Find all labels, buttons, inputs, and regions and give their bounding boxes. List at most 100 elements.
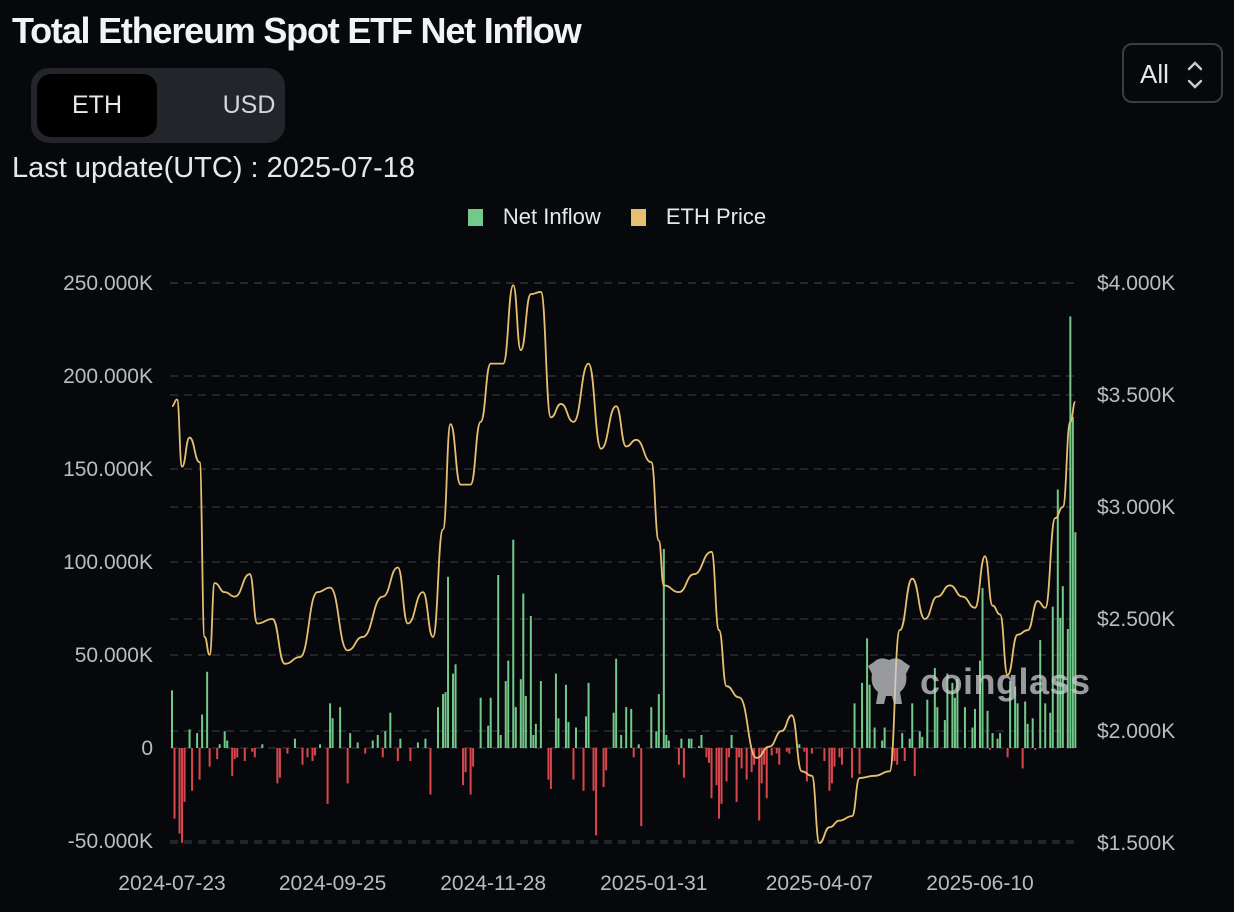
net-inflow-bar — [436, 707, 439, 748]
net-inflow-bar — [710, 748, 713, 799]
net-inflow-bar — [667, 740, 670, 748]
net-inflow-bar — [384, 731, 387, 748]
eth-price-line — [171, 284, 1077, 844]
net-inflow-bar — [389, 712, 392, 748]
net-inflow-bar — [243, 748, 246, 762]
net-inflow-bar — [677, 748, 680, 765]
net-inflow-bar — [760, 748, 763, 784]
net-inflow-bar — [376, 734, 379, 748]
net-inflow-bar — [171, 690, 173, 748]
net-inflow-bar — [991, 733, 994, 748]
net-inflow-bar — [329, 703, 332, 748]
net-inflow-bar — [953, 697, 956, 748]
net-inflow-bar — [861, 682, 864, 748]
net-inflow-bar — [301, 748, 304, 765]
net-inflow-bar — [838, 748, 841, 758]
net-inflow-bar — [803, 748, 806, 752]
legend-label: Net Inflow — [502, 204, 601, 229]
net-inflow-bar — [278, 748, 281, 778]
net-inflow-bar — [454, 664, 457, 748]
x-tick-label: 2024-09-25 — [279, 872, 386, 895]
y-axis-right: $1.500K $2.000K $2.500K $3.000K $3.500K $4.00… — [1097, 272, 1175, 855]
net-inflow-bar — [1014, 686, 1017, 748]
net-inflow-bar — [1024, 701, 1027, 748]
net-inflow-bar — [707, 748, 710, 763]
net-inflow-bar — [519, 679, 522, 748]
y-left-tick-label: 50.000K — [75, 644, 153, 667]
net-inflow-bar — [381, 748, 384, 758]
net-inflow-bar — [989, 748, 992, 750]
net-inflow-bar — [181, 748, 184, 843]
net-inflow-bar — [253, 748, 256, 758]
net-inflow-bar — [655, 731, 658, 748]
net-inflow-bar — [612, 712, 615, 748]
net-inflow-bar — [497, 575, 500, 748]
net-inflow-bar — [936, 707, 939, 748]
net-inflow-bar — [314, 748, 317, 756]
net-inflow-bar — [996, 738, 999, 748]
net-inflow-bar — [331, 718, 334, 748]
net-inflow-bar — [539, 681, 542, 748]
net-inflow-bar — [788, 748, 791, 754]
toggle-eth[interactable]: ETH — [37, 74, 157, 137]
net-inflow-bar — [853, 703, 856, 748]
legend-net-inflow[interactable]: Net Inflow — [467, 204, 601, 230]
net-inflow-bar — [499, 734, 502, 748]
net-inflow-bar — [396, 748, 399, 762]
net-inflow-bar — [605, 748, 608, 771]
net-inflow-bar — [933, 668, 936, 748]
net-inflow-bar — [868, 684, 871, 748]
net-inflow-bar — [469, 748, 472, 795]
net-inflow-bar — [680, 738, 683, 748]
net-inflow-bar — [979, 660, 981, 748]
net-inflow-bar — [447, 576, 450, 748]
x-tick-label: 2025-04-07 — [766, 872, 873, 895]
net-inflow-bar — [595, 748, 598, 836]
net-inflow-bar — [356, 742, 359, 748]
legend-eth-price[interactable]: ETH Price — [630, 204, 766, 230]
net-inflow-bar — [963, 707, 966, 748]
net-inflow-bar — [918, 731, 921, 748]
y-right-tick-label: $2.000K — [1097, 720, 1175, 743]
net-inflow-bar — [1071, 416, 1074, 748]
net-inflow-bar — [805, 748, 808, 782]
net-inflow-bar — [554, 673, 557, 748]
net-inflow-bar — [575, 727, 577, 748]
net-inflow-bar — [399, 738, 402, 748]
net-inflow-bar — [662, 548, 665, 748]
net-inflow-bar — [770, 748, 773, 756]
net-inflow-bar — [690, 738, 693, 748]
net-inflow-bar — [1021, 748, 1024, 769]
net-inflow-bar — [851, 748, 854, 778]
chart-legend: Net Inflow ETH Price — [0, 204, 1234, 232]
net-inflow-bar — [956, 679, 959, 748]
net-inflow-bar — [326, 748, 329, 804]
net-inflow-bar — [765, 748, 768, 799]
net-inflow-bar — [720, 748, 723, 804]
net-inflow-bar — [572, 748, 575, 780]
net-inflow-bar — [339, 707, 342, 748]
net-inflow-bar — [236, 748, 239, 758]
net-inflow-bar — [911, 703, 914, 748]
net-inflow-bar — [951, 682, 954, 748]
net-inflow-bar — [444, 692, 447, 748]
net-inflow-bar — [866, 638, 869, 748]
net-inflow-bar — [973, 708, 976, 748]
net-inflow-bar — [745, 748, 748, 780]
coinglass-mascot-icon — [868, 658, 910, 704]
net-inflow-bar — [650, 707, 653, 748]
net-inflow-bar — [697, 746, 700, 748]
toggle-usd[interactable]: USD — [222, 91, 276, 119]
net-inflow-bar — [687, 738, 690, 748]
net-inflow-bar — [763, 748, 766, 765]
net-inflow-bar — [625, 707, 628, 748]
net-inflow-bar — [700, 734, 703, 748]
net-inflow-bar — [201, 714, 204, 748]
net-inflow-bar — [946, 673, 949, 748]
range-select[interactable]: All — [1122, 43, 1223, 103]
net-inflow-bar — [532, 734, 535, 748]
net-inflow-bar — [567, 721, 570, 748]
net-inflow-bar — [226, 740, 229, 748]
y-left-tick-label: -50.000K — [68, 830, 153, 853]
